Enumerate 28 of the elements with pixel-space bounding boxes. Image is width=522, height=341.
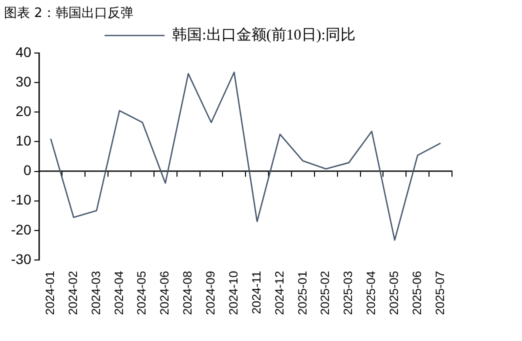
x-tick-label: 2025-05 <box>386 270 401 316</box>
y-tick-label: 40 <box>16 44 32 60</box>
x-tick-label: 2024-11 <box>249 270 264 314</box>
x-tick-label: 2024-04 <box>112 270 126 316</box>
x-tick-label: 2025-06 <box>410 270 424 316</box>
x-tick-label: 2025-01 <box>295 270 310 316</box>
x-tick-label: 2024-03 <box>88 270 103 316</box>
y-tick-label: -10 <box>11 192 32 208</box>
y-tick-label: -30 <box>11 250 32 267</box>
x-tick-label: 2025-04 <box>364 270 378 316</box>
y-tick-label: 10 <box>16 132 32 149</box>
y-tick-label: 0 <box>23 162 32 178</box>
x-tick-label: 2024-05 <box>134 270 149 316</box>
x-tick-label: 2024-12 <box>272 270 286 316</box>
legend-label: 韩国:出口金额(前10日):同比 <box>172 26 356 44</box>
y-tick-label: 30 <box>16 73 32 90</box>
x-tick-label: 2024-01 <box>43 270 58 316</box>
x-tick-label: 2024-06 <box>158 270 172 316</box>
y-tick-label: -20 <box>11 221 32 238</box>
chart-title: 图表 2：韩国出口反弹 <box>4 5 134 22</box>
y-tick-label: 20 <box>16 102 32 119</box>
x-tick-label: 2025-02 <box>318 270 332 316</box>
x-tick-label: 2025-03 <box>341 270 356 316</box>
x-tick-label: 2024-08 <box>180 270 195 316</box>
x-tick-label: 2024-09 <box>204 270 218 316</box>
x-tick-label: 2024-02 <box>66 270 80 316</box>
x-tick-label: 2025-07 <box>432 270 447 316</box>
x-tick-label: 2024-10 <box>226 270 240 316</box>
